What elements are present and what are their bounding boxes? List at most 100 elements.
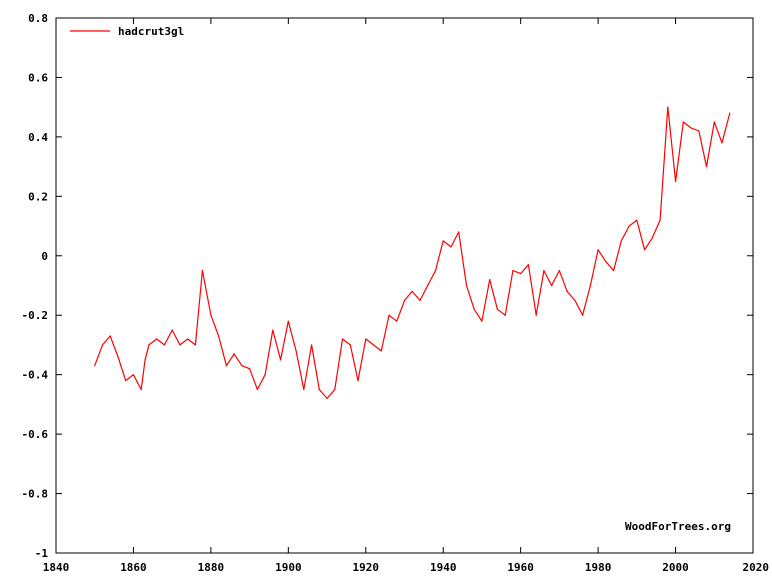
watermark: WoodForTrees.org [625, 520, 731, 533]
x-tick-label: 2020 [743, 561, 770, 574]
series-point [218, 335, 220, 337]
y-tick-label: 0.8 [28, 12, 48, 25]
y-tick-label: 0 [41, 250, 48, 263]
series-point [357, 380, 359, 382]
series-point [473, 308, 475, 310]
y-tick-label: -0.2 [22, 309, 49, 322]
series-point [310, 344, 313, 346]
y-tick-label: 0.6 [28, 71, 48, 84]
series-point [520, 273, 522, 275]
series-point [489, 278, 491, 281]
series-point [551, 284, 553, 287]
series-point [210, 314, 212, 316]
y-tick-label: -1 [35, 547, 49, 560]
y-tick-label: 0.2 [28, 190, 48, 203]
series-point [101, 344, 104, 346]
series-point [659, 219, 661, 221]
series-point [156, 338, 158, 340]
legend: hadcrut3gl [70, 25, 184, 38]
series-point [403, 299, 406, 301]
x-tick-label: 1860 [120, 561, 147, 574]
x-tick-label: 1920 [353, 561, 380, 574]
series-point [458, 231, 460, 233]
series-point [256, 388, 258, 391]
series-point [674, 180, 677, 183]
series-point [620, 240, 622, 242]
series-point [589, 284, 591, 287]
series-point [334, 388, 336, 391]
series-point [287, 320, 289, 322]
series-layer [94, 106, 731, 400]
y-tick-label: -0.8 [22, 488, 49, 501]
series-point [144, 359, 146, 361]
series-point [187, 338, 189, 340]
series-point [179, 344, 181, 346]
series-point [705, 166, 708, 168]
series-point [667, 106, 669, 108]
series-point [450, 246, 452, 248]
series-point [241, 365, 243, 367]
series-point [558, 270, 560, 272]
series-point [225, 365, 227, 367]
series-point [372, 344, 375, 346]
series-point [690, 127, 692, 129]
series-point [326, 397, 328, 400]
x-tick-label: 1880 [198, 561, 225, 574]
plot-area [55, 17, 754, 554]
series-point [636, 219, 638, 221]
x-tick-label: 1940 [430, 561, 457, 574]
series-point [132, 374, 135, 376]
series-point [341, 338, 344, 340]
series-point [698, 130, 700, 132]
series-point [419, 299, 421, 301]
series-point [163, 344, 166, 346]
series-point [109, 335, 111, 337]
series-point [396, 320, 398, 322]
series-point [380, 350, 382, 352]
series-point [201, 270, 203, 272]
series-point [721, 142, 723, 144]
series-point [194, 344, 196, 346]
series-point [605, 261, 607, 263]
series-point [628, 225, 630, 227]
series-point [527, 264, 530, 266]
series-point [94, 365, 96, 367]
x-tick-label: 1960 [507, 561, 534, 574]
series-point [233, 353, 235, 355]
legend-label: hadcrut3gl [118, 25, 184, 38]
series-point [643, 249, 646, 251]
series-point [729, 112, 731, 114]
series-point [504, 314, 506, 316]
series-point [148, 344, 150, 346]
y-tick-label: 0.4 [28, 131, 48, 144]
series-point [279, 359, 282, 361]
series-point [481, 320, 483, 322]
series-point [574, 299, 576, 301]
series-point [388, 314, 390, 316]
series-line [94, 106, 731, 399]
series-point [713, 121, 715, 123]
series-point [566, 290, 568, 293]
y-tick-label: -0.4 [22, 369, 49, 382]
series-point [442, 240, 444, 242]
x-tick-label: 1840 [43, 561, 70, 574]
x-tick-label: 2000 [662, 561, 689, 574]
series-point [303, 388, 305, 391]
y-tick-label: -0.6 [22, 428, 49, 441]
series-point [535, 314, 537, 316]
series-point [651, 237, 653, 239]
series-point [272, 329, 274, 331]
series-point [125, 380, 127, 382]
series-point [295, 350, 297, 352]
series-point [434, 270, 437, 272]
series-point [427, 284, 429, 287]
series-point [411, 290, 413, 293]
series-point [365, 338, 367, 340]
series-point [171, 329, 173, 331]
series-point [318, 388, 320, 391]
series-point [597, 249, 599, 251]
axes-layer: -1 -0.8 -0.6 -0.4 -0.2 0 0.2 0.4 0.6 0.8 1840 1860 1… [22, 12, 770, 574]
series-point [465, 284, 468, 287]
series-point [543, 270, 545, 272]
